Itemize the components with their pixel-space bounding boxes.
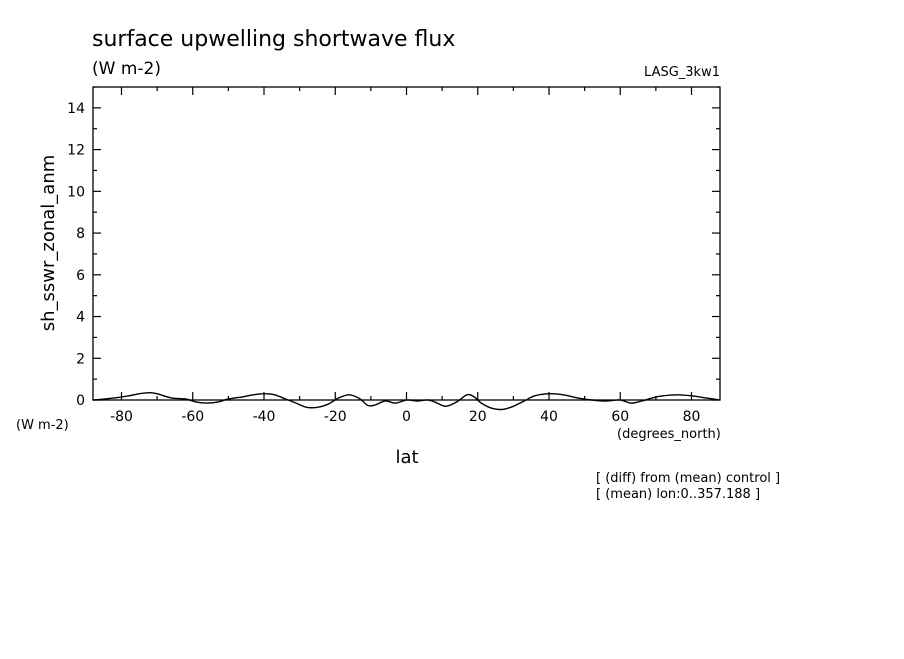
y-tick-label: 12 xyxy=(67,143,85,159)
chart-subtitle: (W m-2) xyxy=(92,59,161,79)
chart-title: surface upwelling shortwave flux xyxy=(92,27,455,52)
y-tick-label: 4 xyxy=(76,310,85,326)
y-tick-label: 6 xyxy=(76,268,85,284)
x-tick-label: -20 xyxy=(324,409,347,425)
dataset-label: LASG_3kw1 xyxy=(644,65,720,80)
x-tick-label: -80 xyxy=(110,409,133,425)
x-tick-label: 80 xyxy=(683,409,701,425)
y-tick-label: 8 xyxy=(76,226,85,242)
x-tick-label: 40 xyxy=(540,409,558,425)
y-axis: 0 2 4 6 8 10 12 14 xyxy=(67,86,720,409)
x-tick-label: 0 xyxy=(402,409,411,425)
note-diff: [ (diff) from (mean) control ] xyxy=(596,471,780,486)
x-tick-label: -40 xyxy=(253,409,276,425)
y-tick-label: 14 xyxy=(67,101,85,117)
plot-frame xyxy=(92,86,721,401)
x-tick-label: -60 xyxy=(181,409,204,425)
x-axis-label: lat xyxy=(395,447,418,468)
plot-area: 0 2 4 6 8 10 12 14 -80 -60 -40 -20 0 20 40 60 80 xyxy=(67,86,721,425)
x-axis: -80 -60 -40 -20 0 20 40 60 80 xyxy=(110,87,700,425)
y-axis-unit: (W m-2) xyxy=(16,418,69,433)
x-tick-label: 20 xyxy=(469,409,487,425)
note-mean: [ (mean) lon:0..357.188 ] xyxy=(596,487,760,502)
y-axis-label: sh_sswr_zonal_anm xyxy=(38,155,59,332)
x-axis-unit: (degrees_north) xyxy=(617,427,721,442)
y-tick-label: 10 xyxy=(67,184,85,200)
series-line xyxy=(92,391,721,411)
y-tick-label: 2 xyxy=(76,351,85,367)
x-tick-label: 60 xyxy=(611,409,629,425)
y-tick-label: 0 xyxy=(76,393,85,409)
